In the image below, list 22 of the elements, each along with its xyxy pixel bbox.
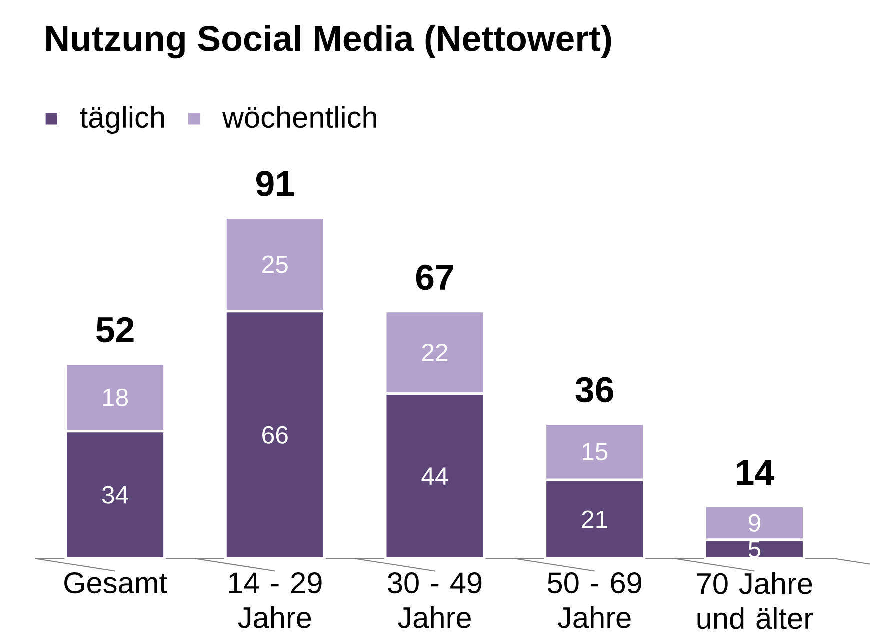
x-tick-label: Gesamt (64, 572, 168, 594)
total-label: 36 (576, 377, 614, 403)
data-label: 9 (748, 514, 760, 532)
data-label: 22 (422, 344, 448, 362)
legend-label: wöchentlich (222, 106, 376, 128)
data-label: 25 (262, 256, 288, 274)
legend-label: täglich (80, 106, 164, 134)
total-label: 91 (256, 171, 294, 197)
total-label: 67 (416, 265, 454, 290)
total-label: 52 (96, 318, 134, 343)
total-label: 14 (737, 460, 774, 486)
data-label: 66 (262, 426, 288, 444)
chart-title: Nutzung Social Media (Nettowert) (46, 25, 612, 59)
data-label: 18 (103, 388, 128, 407)
x-tick-label: 14 - 29 Jahre (229, 572, 322, 629)
data-label: 21 (582, 510, 608, 528)
x-tick-label: 50 - 69 Jahre (548, 572, 642, 629)
x-tick-label: 30 - 49 Jahre (388, 572, 482, 629)
x-tick-label: 70 Jahre und älter (697, 572, 814, 630)
data-label: 44 (422, 468, 448, 486)
data-label: 34 (102, 486, 128, 504)
data-label: 15 (582, 443, 608, 461)
